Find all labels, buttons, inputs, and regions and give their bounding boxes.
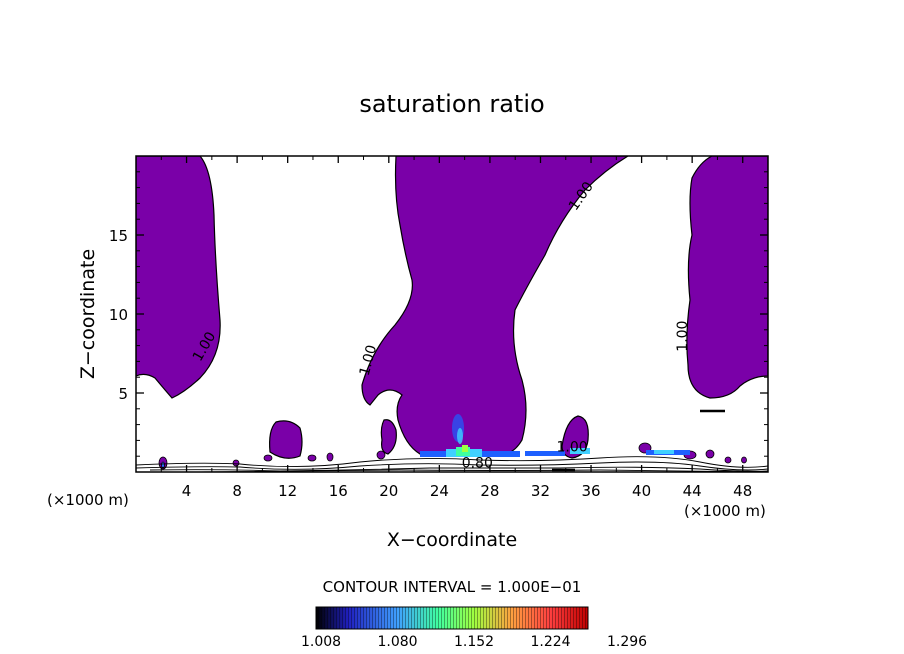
contour-label: 0.80 bbox=[462, 455, 493, 471]
x-tick-label: 4 bbox=[182, 482, 192, 500]
plot-area: 1.00 1.001.001.001.000.80 bbox=[136, 156, 768, 472]
x-unit-left: (×1000 m) bbox=[47, 491, 129, 509]
x-tick-label: 44 bbox=[683, 482, 702, 500]
y-axis: 5 10 15 bbox=[109, 171, 768, 457]
x-tick-label: 8 bbox=[232, 482, 242, 500]
high-saturation-bands bbox=[420, 414, 690, 457]
colorbar-tick-label: 1.008 bbox=[301, 634, 341, 650]
x-tick-label: 12 bbox=[278, 482, 297, 500]
x-axis: 4 8 12 16 20 24 28 32 36 40 44 48 bbox=[160, 156, 752, 500]
colorbar-tick-label: 1.224 bbox=[531, 634, 571, 650]
y-tick-label: 10 bbox=[109, 306, 128, 324]
x-tick-label: 24 bbox=[430, 482, 449, 500]
contour-label: 1.00 bbox=[556, 439, 587, 455]
y-tick-label: 5 bbox=[118, 385, 128, 403]
x-tick-label: 48 bbox=[733, 482, 752, 500]
supersaturated-region-left bbox=[136, 156, 221, 399]
x-tick-label: 40 bbox=[632, 482, 651, 500]
colorbar-tick-label: 1.296 bbox=[607, 634, 647, 650]
x-unit-right: (×1000 m) bbox=[684, 502, 766, 520]
supersaturated-region-notch bbox=[380, 419, 397, 455]
y-tick-label: 15 bbox=[109, 227, 128, 245]
x-axis-label: X−coordinate bbox=[387, 529, 517, 551]
chart-title: saturation ratio bbox=[359, 90, 544, 118]
x-tick-label: 32 bbox=[531, 482, 550, 500]
low-cell-35km bbox=[561, 415, 589, 459]
contour-interval-text: CONTOUR INTERVAL = 1.000E−01 bbox=[323, 578, 582, 596]
low-cell-12km bbox=[269, 420, 303, 459]
supersaturated-region-center bbox=[361, 156, 630, 455]
contour-label: 1.00 bbox=[675, 321, 691, 352]
x-tick-label: 28 bbox=[480, 482, 499, 500]
colorbar bbox=[315, 606, 589, 630]
colorbar-tick-label: 1.152 bbox=[454, 634, 494, 650]
supersaturated-region-right bbox=[686, 156, 768, 399]
y-axis-label: Z−coordinate bbox=[77, 249, 99, 379]
x-tick-label: 20 bbox=[379, 482, 398, 500]
x-tick-label: 36 bbox=[581, 482, 600, 500]
contour-label: 1.00 bbox=[357, 343, 381, 377]
colorbar-tick-labels: 1.008 1.080 1.152 1.224 1.296 bbox=[301, 634, 647, 650]
x-tick-label: 16 bbox=[329, 482, 348, 500]
colorbar-tick-label: 1.080 bbox=[378, 634, 418, 650]
ground-contours bbox=[136, 409, 768, 472]
